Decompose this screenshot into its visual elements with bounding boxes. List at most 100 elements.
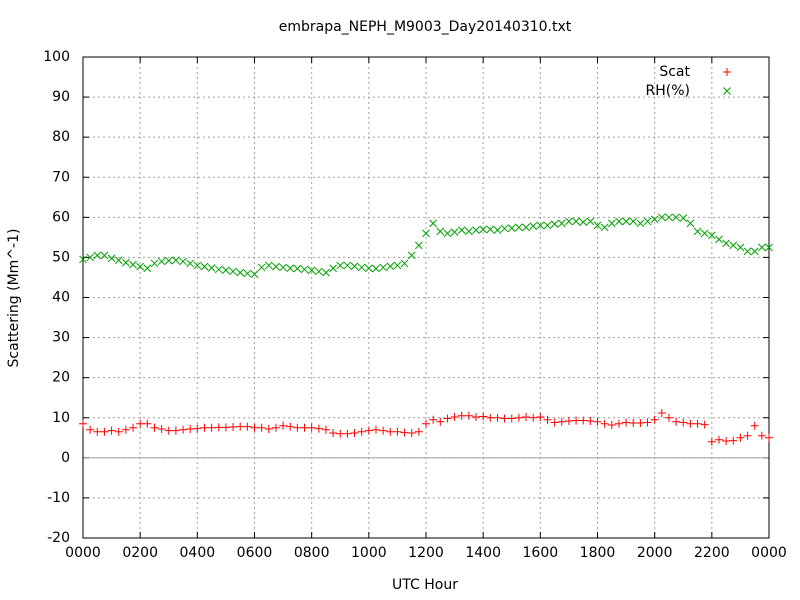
- x-tick-label: 1000: [351, 545, 387, 561]
- point: [722, 239, 730, 248]
- point: [650, 415, 659, 424]
- point: [600, 419, 609, 428]
- point: [314, 267, 323, 276]
- point: [636, 418, 645, 427]
- point: [236, 268, 245, 277]
- point: [136, 262, 145, 271]
- point: [529, 222, 538, 231]
- point: [472, 412, 481, 421]
- point: [743, 247, 752, 256]
- plot-border: [82, 56, 770, 539]
- point: [507, 224, 516, 233]
- point: [543, 221, 552, 230]
- point: [543, 415, 552, 424]
- point: [614, 419, 623, 428]
- point: [272, 262, 280, 271]
- point: [364, 264, 373, 273]
- point: [722, 436, 731, 445]
- x-tick-label: 2000: [637, 545, 673, 561]
- point: [564, 416, 573, 425]
- point: [321, 425, 330, 434]
- point: [121, 425, 130, 434]
- point: [350, 262, 359, 271]
- point: [586, 217, 595, 226]
- point: [615, 217, 623, 226]
- point: [264, 261, 273, 270]
- point: [164, 426, 173, 435]
- point: [314, 424, 323, 433]
- point: [672, 213, 680, 222]
- point: [400, 428, 409, 437]
- series: [79, 213, 773, 279]
- y-tick-label: -10: [47, 490, 70, 506]
- point: [286, 264, 295, 273]
- point: [665, 213, 673, 222]
- point: [200, 262, 209, 271]
- point: [679, 418, 688, 427]
- point: [214, 423, 223, 432]
- point: [393, 261, 402, 270]
- point: [429, 219, 437, 228]
- point: [293, 423, 302, 432]
- point: [536, 221, 545, 230]
- point: [250, 423, 259, 432]
- point: [629, 217, 638, 226]
- point: [750, 247, 759, 256]
- point: [700, 420, 709, 429]
- point: [164, 256, 173, 265]
- point: [450, 228, 459, 237]
- point: [122, 258, 130, 267]
- point: [657, 213, 666, 222]
- y-tick-label: -20: [47, 530, 70, 546]
- point: [357, 427, 366, 436]
- point: [750, 421, 759, 430]
- point: [107, 426, 116, 435]
- point: [93, 427, 102, 436]
- point: [664, 413, 673, 422]
- point: [479, 412, 488, 421]
- point: [657, 408, 666, 417]
- legend-label: Scat: [659, 64, 690, 80]
- point: [622, 418, 631, 427]
- point: [415, 241, 423, 250]
- point: [179, 257, 187, 266]
- point: [157, 257, 166, 266]
- point: [493, 413, 502, 422]
- point: [693, 227, 702, 236]
- point: [107, 254, 116, 263]
- point: [650, 215, 659, 224]
- point: [507, 414, 516, 423]
- point: [193, 424, 202, 433]
- point: [557, 417, 566, 426]
- point: [372, 264, 380, 273]
- point: [572, 217, 580, 226]
- point: [79, 255, 87, 264]
- point: [243, 269, 252, 278]
- y-tick-label: 10: [52, 410, 70, 426]
- point: [214, 265, 223, 274]
- point: [307, 266, 316, 275]
- point: [714, 435, 723, 444]
- point: [707, 437, 716, 446]
- point: [350, 428, 359, 437]
- point: [579, 416, 588, 425]
- point: [443, 414, 452, 423]
- point: [114, 256, 123, 265]
- point: [686, 219, 695, 228]
- point: [250, 270, 259, 279]
- point: [379, 263, 387, 272]
- point: [758, 243, 766, 252]
- point: [322, 268, 330, 277]
- point: [243, 422, 252, 431]
- legend-marker: [723, 68, 731, 76]
- point: [500, 224, 509, 233]
- point: [515, 223, 523, 232]
- point: [557, 219, 566, 228]
- point: [393, 427, 402, 436]
- point: [622, 217, 630, 226]
- point: [257, 423, 266, 432]
- point: [736, 433, 745, 442]
- point: [636, 219, 645, 228]
- point: [329, 264, 337, 273]
